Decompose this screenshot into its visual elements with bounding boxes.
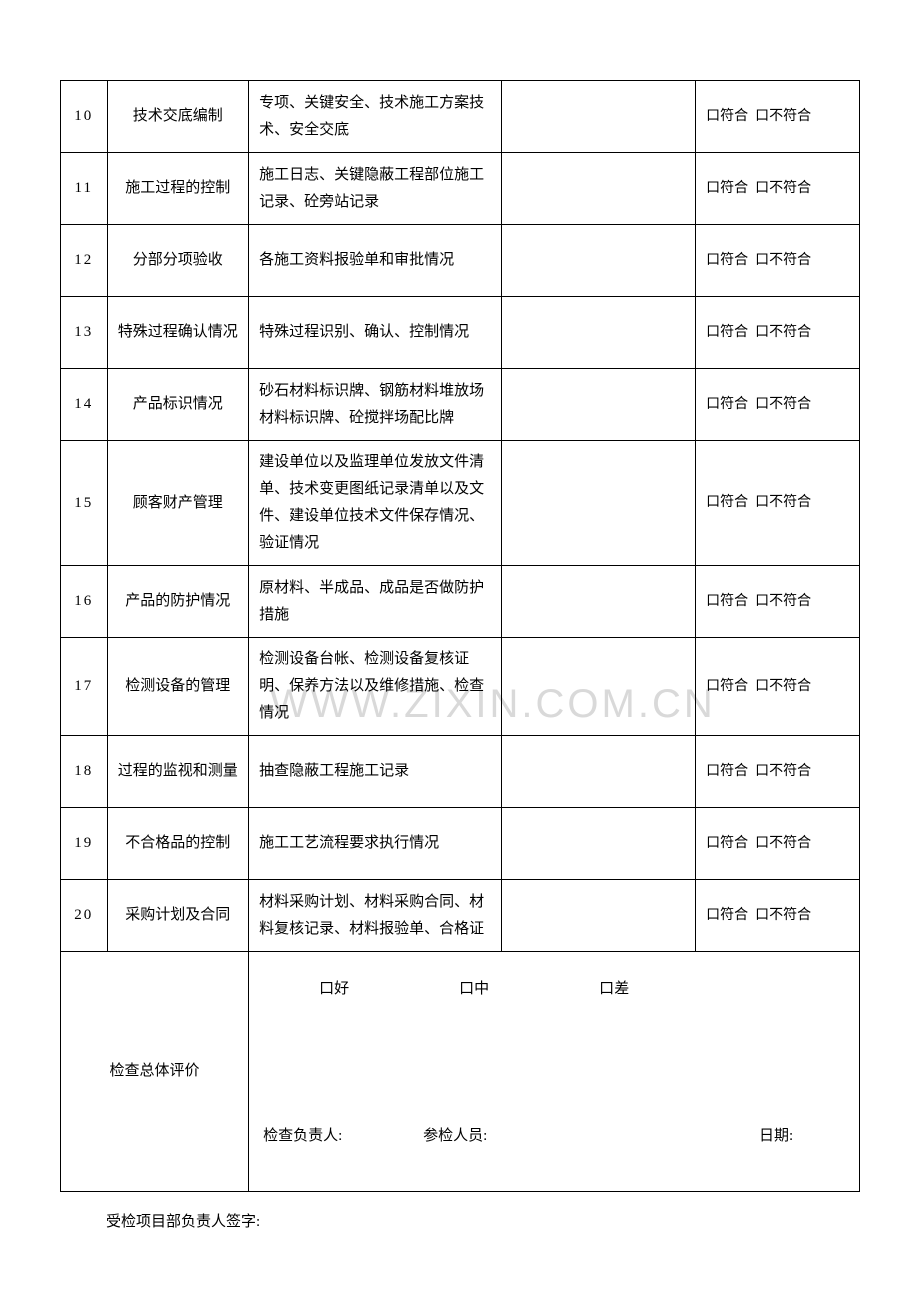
date-label: 日期: bbox=[759, 1123, 849, 1150]
table-row: 14产品标识情况砂石材料标识牌、钢筋材料堆放场材料标识牌、砼搅拌场配比牌 口符合 … bbox=[61, 369, 860, 441]
summary-body-cell: 口好 口中 口差 检查负责人: 参检人员: 日期: bbox=[249, 952, 860, 1192]
row-name: 分部分项验收 bbox=[107, 225, 249, 297]
row-blank bbox=[501, 566, 695, 638]
row-result: 口符合 口不符合 bbox=[696, 153, 860, 225]
rating-mid: 口中 bbox=[459, 976, 489, 1003]
row-blank bbox=[501, 441, 695, 566]
row-result: 口符合 口不符合 bbox=[696, 441, 860, 566]
row-result: 口符合 口不符合 bbox=[696, 225, 860, 297]
row-blank bbox=[501, 153, 695, 225]
row-desc: 材料采购计划、材料采购合同、材料复核记录、材料报验单、合格证 bbox=[249, 880, 502, 952]
row-num: 14 bbox=[61, 369, 108, 441]
row-num: 15 bbox=[61, 441, 108, 566]
table-row: 13特殊过程确认情况特殊过程识别、确认、控制情况 口符合 口不符合 bbox=[61, 297, 860, 369]
row-result: 口符合 口不符合 bbox=[696, 81, 860, 153]
row-result: 口符合 口不符合 bbox=[696, 297, 860, 369]
row-blank bbox=[501, 297, 695, 369]
row-name: 检测设备的管理 bbox=[107, 638, 249, 736]
table-row: 11施工过程的控制施工日志、关键隐蔽工程部位施工记录、砼旁站记录 口符合 口不符合 bbox=[61, 153, 860, 225]
row-blank bbox=[501, 736, 695, 808]
row-desc: 检测设备台帐、检测设备复核证明、保养方法以及维修措施、检查情况 bbox=[249, 638, 502, 736]
row-name: 产品的防护情况 bbox=[107, 566, 249, 638]
summary-row: 检查总体评价 口好 口中 口差 检查负责人: 参检人员: 日期: bbox=[61, 952, 860, 1192]
table-row: 19不合格品的控制施工工艺流程要求执行情况 口符合 口不符合 bbox=[61, 808, 860, 880]
row-result: 口符合 口不符合 bbox=[696, 736, 860, 808]
row-desc: 原材料、半成品、成品是否做防护措施 bbox=[249, 566, 502, 638]
row-result: 口符合 口不符合 bbox=[696, 880, 860, 952]
row-num: 18 bbox=[61, 736, 108, 808]
row-result: 口符合 口不符合 bbox=[696, 808, 860, 880]
row-num: 13 bbox=[61, 297, 108, 369]
footer-signature: 受检项目部负责人签字: bbox=[60, 1210, 860, 1231]
row-desc: 砂石材料标识牌、钢筋材料堆放场材料标识牌、砼搅拌场配比牌 bbox=[249, 369, 502, 441]
sign-line: 检查负责人: 参检人员: 日期: bbox=[259, 1123, 849, 1150]
row-num: 19 bbox=[61, 808, 108, 880]
row-desc: 抽查隐蔽工程施工记录 bbox=[249, 736, 502, 808]
row-desc: 特殊过程识别、确认、控制情况 bbox=[249, 297, 502, 369]
row-desc: 专项、关键安全、技术施工方案技术、安全交底 bbox=[249, 81, 502, 153]
row-result: 口符合 口不符合 bbox=[696, 566, 860, 638]
rating-line: 口好 口中 口差 bbox=[259, 976, 849, 1003]
row-name: 产品标识情况 bbox=[107, 369, 249, 441]
row-desc: 建设单位以及监理单位发放文件清单、技术变更图纸记录清单以及文件、建设单位技术文件… bbox=[249, 441, 502, 566]
row-blank bbox=[501, 81, 695, 153]
rating-bad: 口差 bbox=[599, 976, 629, 1003]
row-num: 12 bbox=[61, 225, 108, 297]
table-row: 15顾客财产管理建设单位以及监理单位发放文件清单、技术变更图纸记录清单以及文件、… bbox=[61, 441, 860, 566]
row-name: 过程的监视和测量 bbox=[107, 736, 249, 808]
row-blank bbox=[501, 808, 695, 880]
row-num: 16 bbox=[61, 566, 108, 638]
inspection-table: 10技术交底编制专项、关键安全、技术施工方案技术、安全交底口符合 口不符合11施… bbox=[60, 80, 860, 1192]
table-row: 20采购计划及合同材料采购计划、材料采购合同、材料复核记录、材料报验单、合格证 口… bbox=[61, 880, 860, 952]
row-blank bbox=[501, 880, 695, 952]
row-blank bbox=[501, 225, 695, 297]
table-row: 12分部分项验收各施工资料报验单和审批情况 口符合 口不符合 bbox=[61, 225, 860, 297]
row-name: 顾客财产管理 bbox=[107, 441, 249, 566]
row-blank bbox=[501, 638, 695, 736]
row-result: 口符合 口不符合 bbox=[696, 369, 860, 441]
row-num: 20 bbox=[61, 880, 108, 952]
row-desc: 各施工资料报验单和审批情况 bbox=[249, 225, 502, 297]
row-name: 技术交底编制 bbox=[107, 81, 249, 153]
row-name: 施工过程的控制 bbox=[107, 153, 249, 225]
row-result: 口符合 口不符合 bbox=[696, 638, 860, 736]
rating-good: 口好 bbox=[319, 976, 349, 1003]
table-row: 10技术交底编制专项、关键安全、技术施工方案技术、安全交底 口符合 口不符合 bbox=[61, 81, 860, 153]
row-desc: 施工日志、关键隐蔽工程部位施工记录、砼旁站记录 bbox=[249, 153, 502, 225]
row-name: 特殊过程确认情况 bbox=[107, 297, 249, 369]
summary-label-cell: 检查总体评价 bbox=[61, 952, 249, 1192]
table-row: 17检测设备的管理检测设备台帐、检测设备复核证明、保养方法以及维修措施、检查情况… bbox=[61, 638, 860, 736]
table-row: 16产品的防护情况原材料、半成品、成品是否做防护措施 口符合 口不符合 bbox=[61, 566, 860, 638]
row-blank bbox=[501, 369, 695, 441]
participants-label: 参检人员: bbox=[423, 1123, 759, 1150]
table-row: 18过程的监视和测量抽查隐蔽工程施工记录 口符合 口不符合 bbox=[61, 736, 860, 808]
row-name: 采购计划及合同 bbox=[107, 880, 249, 952]
row-num: 10 bbox=[61, 81, 108, 153]
row-num: 17 bbox=[61, 638, 108, 736]
row-desc: 施工工艺流程要求执行情况 bbox=[249, 808, 502, 880]
inspector-label: 检查负责人: bbox=[263, 1123, 423, 1150]
row-name: 不合格品的控制 bbox=[107, 808, 249, 880]
row-num: 11 bbox=[61, 153, 108, 225]
